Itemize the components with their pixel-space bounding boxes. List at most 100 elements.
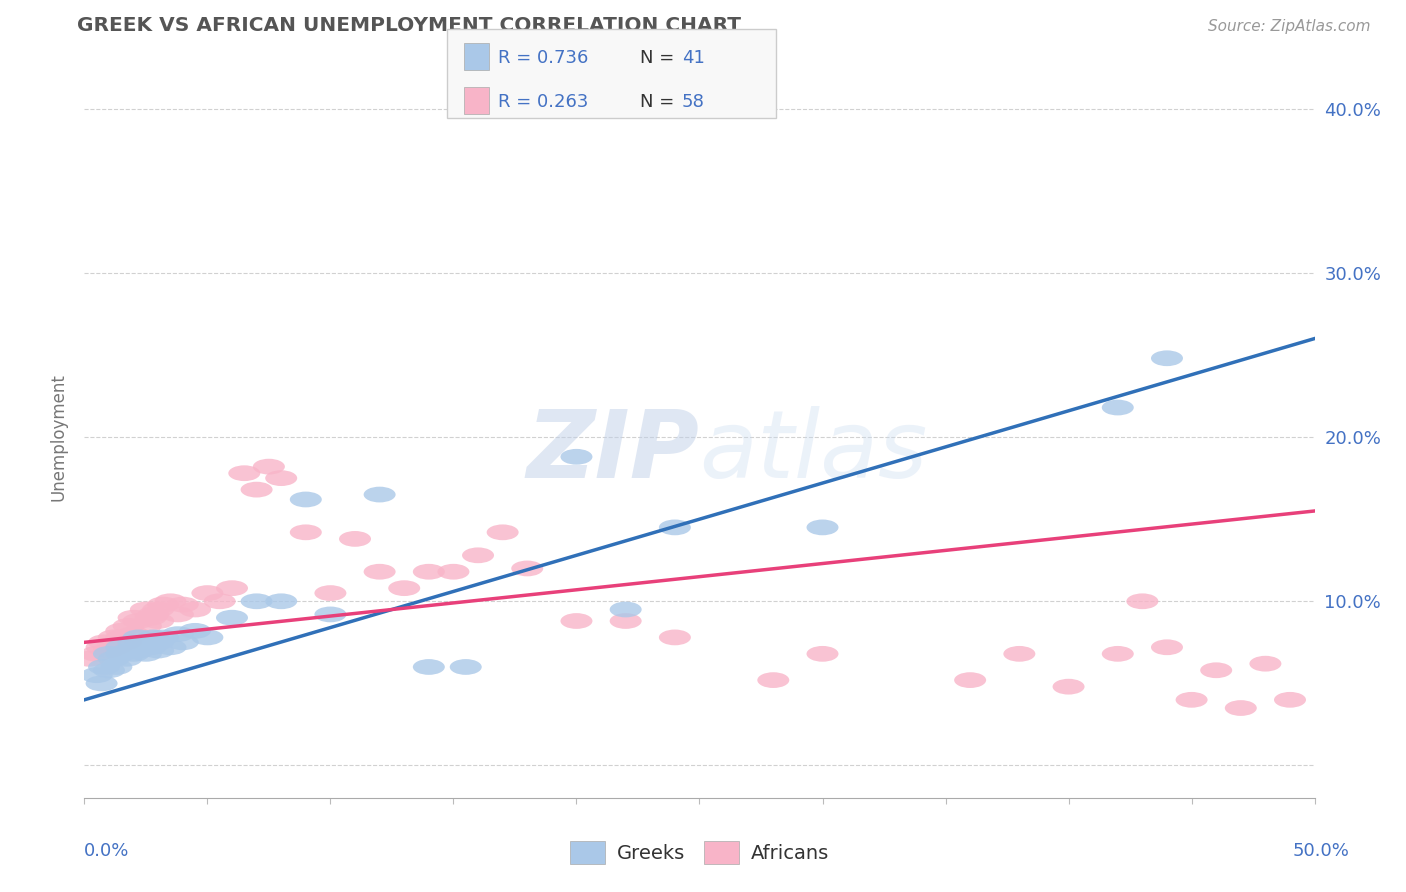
Text: ZIP: ZIP	[527, 406, 700, 498]
Ellipse shape	[129, 601, 162, 617]
Ellipse shape	[167, 597, 198, 613]
Ellipse shape	[364, 487, 395, 502]
Ellipse shape	[155, 640, 187, 655]
Ellipse shape	[290, 524, 322, 541]
Ellipse shape	[1102, 400, 1133, 416]
Text: 50.0%: 50.0%	[1294, 842, 1350, 860]
Ellipse shape	[1053, 679, 1084, 695]
Ellipse shape	[129, 634, 162, 650]
Ellipse shape	[1274, 692, 1306, 707]
Ellipse shape	[105, 630, 138, 645]
Ellipse shape	[1004, 646, 1035, 662]
Ellipse shape	[561, 449, 592, 465]
Ellipse shape	[290, 491, 322, 508]
Ellipse shape	[142, 601, 174, 617]
Ellipse shape	[191, 630, 224, 645]
Ellipse shape	[315, 607, 346, 623]
Ellipse shape	[142, 613, 174, 629]
Text: R = 0.263: R = 0.263	[498, 94, 588, 112]
Ellipse shape	[240, 593, 273, 609]
Ellipse shape	[138, 630, 169, 645]
Text: N =: N =	[640, 49, 673, 68]
Ellipse shape	[155, 593, 187, 609]
Ellipse shape	[122, 642, 155, 658]
Ellipse shape	[167, 634, 198, 650]
Ellipse shape	[437, 564, 470, 580]
Ellipse shape	[73, 651, 105, 666]
Ellipse shape	[80, 667, 112, 683]
Ellipse shape	[86, 675, 118, 691]
Ellipse shape	[110, 634, 142, 650]
Ellipse shape	[179, 601, 211, 617]
Text: 0.0%: 0.0%	[84, 842, 129, 860]
Ellipse shape	[100, 640, 132, 655]
Text: 58: 58	[682, 94, 704, 112]
Ellipse shape	[148, 630, 179, 645]
Ellipse shape	[86, 640, 118, 655]
Ellipse shape	[89, 634, 120, 650]
Text: 41: 41	[682, 49, 704, 68]
Ellipse shape	[122, 613, 155, 629]
Legend: Greeks, Africans: Greeks, Africans	[562, 834, 837, 871]
Ellipse shape	[266, 470, 297, 486]
Ellipse shape	[112, 618, 145, 634]
Ellipse shape	[118, 634, 149, 650]
Text: N =: N =	[640, 94, 673, 112]
Ellipse shape	[105, 623, 138, 639]
Ellipse shape	[315, 585, 346, 601]
Ellipse shape	[217, 610, 247, 625]
Ellipse shape	[1201, 663, 1232, 678]
Ellipse shape	[148, 597, 179, 613]
Ellipse shape	[98, 630, 129, 645]
Ellipse shape	[1225, 700, 1257, 716]
Ellipse shape	[204, 593, 236, 609]
Ellipse shape	[100, 659, 132, 675]
Ellipse shape	[1152, 351, 1182, 366]
Ellipse shape	[240, 482, 273, 498]
Ellipse shape	[142, 634, 174, 650]
Ellipse shape	[122, 630, 155, 645]
Ellipse shape	[105, 646, 138, 662]
Ellipse shape	[610, 613, 641, 629]
Ellipse shape	[659, 630, 690, 645]
Text: R = 0.736: R = 0.736	[498, 49, 588, 68]
Ellipse shape	[253, 458, 285, 475]
Ellipse shape	[129, 646, 162, 662]
Ellipse shape	[118, 646, 149, 662]
Ellipse shape	[758, 673, 789, 688]
Ellipse shape	[162, 607, 194, 623]
Y-axis label: Unemployment: Unemployment	[49, 373, 67, 501]
Ellipse shape	[228, 466, 260, 481]
Ellipse shape	[610, 601, 641, 617]
Ellipse shape	[93, 646, 125, 662]
Ellipse shape	[450, 659, 482, 675]
Ellipse shape	[217, 581, 247, 596]
Ellipse shape	[512, 560, 543, 576]
Ellipse shape	[129, 618, 162, 634]
Ellipse shape	[93, 663, 125, 678]
Ellipse shape	[486, 524, 519, 541]
Ellipse shape	[413, 659, 444, 675]
Ellipse shape	[98, 651, 129, 666]
Ellipse shape	[118, 610, 149, 625]
Ellipse shape	[388, 581, 420, 596]
Ellipse shape	[1102, 646, 1133, 662]
Ellipse shape	[807, 519, 838, 535]
Ellipse shape	[112, 642, 145, 658]
Ellipse shape	[266, 593, 297, 609]
Ellipse shape	[89, 659, 120, 675]
Ellipse shape	[1126, 593, 1159, 609]
Ellipse shape	[659, 519, 690, 535]
Ellipse shape	[1152, 640, 1182, 655]
Ellipse shape	[179, 623, 211, 639]
Ellipse shape	[561, 613, 592, 629]
Ellipse shape	[339, 531, 371, 547]
Ellipse shape	[110, 651, 142, 666]
Ellipse shape	[80, 646, 112, 662]
Text: GREEK VS AFRICAN UNEMPLOYMENT CORRELATION CHART: GREEK VS AFRICAN UNEMPLOYMENT CORRELATIO…	[77, 16, 741, 35]
Ellipse shape	[1175, 692, 1208, 707]
Ellipse shape	[955, 673, 986, 688]
Ellipse shape	[142, 642, 174, 658]
Ellipse shape	[1250, 656, 1281, 672]
Ellipse shape	[364, 564, 395, 580]
